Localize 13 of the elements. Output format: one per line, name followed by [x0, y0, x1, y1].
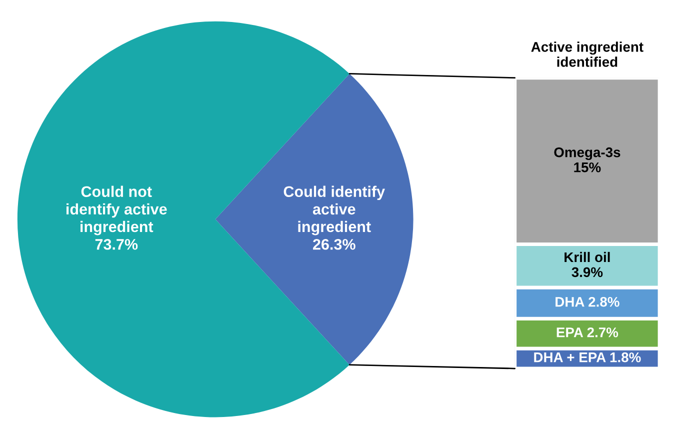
data-label: 26.3% — [312, 238, 356, 250]
text: EPA 2.7% — [556, 327, 618, 338]
pie-slice — [215, 74, 414, 365]
text: DHA 2.8% — [556, 296, 620, 307]
data-label: 15% — [574, 162, 601, 172]
series-label: Omega-3s — [554, 147, 620, 160]
slice-label: Could not identify active ingredient — [66, 186, 167, 236]
slice-label: Could identify active ingredient — [284, 186, 385, 236]
data-label: 3.9% — [572, 267, 603, 278]
text: DHA + EPA 1.8% — [534, 352, 641, 362]
chart-title: Active ingredient identified — [531, 42, 644, 67]
series-label: Krill oil — [564, 252, 610, 262]
data-label: 73.7% — [95, 238, 138, 250]
